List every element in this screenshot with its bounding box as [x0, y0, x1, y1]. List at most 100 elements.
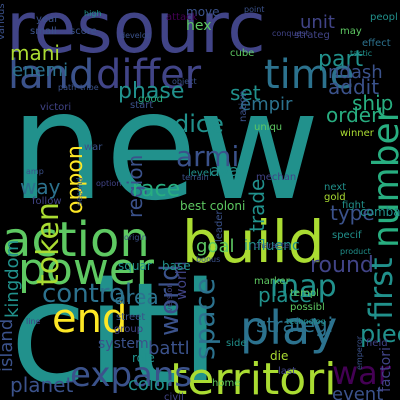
word-region: region — [123, 155, 147, 218]
word-land: land — [8, 52, 94, 98]
word-cube: cube — [230, 48, 254, 59]
word-civil: civil — [164, 392, 184, 400]
word-point: point — [244, 5, 264, 14]
word-enemi: enemi — [12, 60, 68, 81]
word-technolog: technolog — [286, 317, 326, 326]
word-tribe: tribe — [80, 83, 99, 92]
word-high: high — [84, 9, 101, 18]
word-second: second — [75, 177, 84, 206]
word-empir: empir — [240, 94, 293, 115]
word-die: die — [270, 349, 288, 363]
word-island: island — [0, 319, 17, 372]
word-build: build — [182, 208, 325, 276]
word-set: set — [230, 81, 261, 105]
word-race: race — [132, 177, 180, 202]
word-oppon: oppon — [63, 145, 88, 214]
word-goal: goal — [196, 236, 234, 257]
word-combat: combat — [360, 205, 400, 219]
word-phase: phase — [118, 79, 184, 104]
word-control: control — [42, 279, 132, 309]
word-may: may — [340, 26, 362, 37]
word-bonus: bonus — [196, 255, 220, 264]
word-gold: gold — [324, 192, 346, 203]
word-ship: ship — [352, 91, 393, 115]
word-group: group — [114, 324, 143, 335]
word-follow: follow — [32, 196, 62, 207]
word-object: object — [172, 77, 197, 86]
word-last: last — [278, 366, 296, 377]
word-mechan: mechan — [256, 172, 296, 183]
word-winner: winner — [340, 128, 375, 139]
word-order: order — [326, 103, 380, 127]
word-effect: effect — [362, 38, 391, 49]
word-area: area — [114, 285, 159, 309]
word-specif: specif — [332, 230, 362, 241]
word-play: play — [240, 301, 337, 355]
word-good: good — [138, 94, 163, 105]
word-fight: fight — [342, 200, 365, 211]
word-peopl: peopl — [370, 12, 398, 23]
word-type: type — [330, 201, 375, 225]
word-level: level — [188, 168, 212, 179]
word-product: product — [340, 247, 371, 256]
word-system: system — [98, 336, 149, 352]
word-space: space — [188, 278, 221, 360]
word-role: role — [132, 351, 155, 365]
word-time: time — [264, 52, 354, 98]
word-new: new — [10, 60, 320, 234]
word-small: small — [30, 26, 57, 37]
word-number: number — [366, 107, 400, 248]
word-version: version — [165, 283, 174, 312]
word-piec: piec — [360, 320, 400, 348]
word-attack: attack — [166, 12, 198, 23]
word-battl: battl — [148, 338, 190, 359]
word-hex: hex — [186, 18, 212, 34]
word-year: year — [36, 14, 59, 25]
word-citi: citi — [10, 253, 220, 400]
word-armi: armi — [176, 140, 239, 173]
word-origin: origin — [124, 233, 147, 242]
word-uniqu: uniqu — [254, 122, 282, 133]
word-conquest: conquest — [272, 29, 309, 38]
word-part: part — [318, 47, 363, 72]
word-ndash: ndash — [328, 62, 383, 83]
word-influenc: influenc — [244, 238, 300, 254]
word-marker: marker — [254, 276, 291, 287]
word-map: map — [270, 269, 337, 304]
word-home: home — [212, 378, 240, 389]
word-territori: territori — [170, 354, 336, 400]
word-characte: characte — [254, 241, 289, 250]
word-tactic: tactic — [350, 49, 372, 58]
word-dice: dice — [174, 110, 224, 138]
word-base: base — [162, 259, 191, 273]
word-squar: squar — [118, 259, 152, 273]
word-avail: avail — [210, 161, 248, 180]
word-planet: planet — [10, 373, 73, 397]
word-templ: templ — [290, 288, 319, 299]
word-round: round — [310, 253, 374, 278]
word-street: street — [116, 312, 145, 323]
word-addit: addit — [328, 75, 379, 99]
word-token: token — [31, 202, 66, 286]
word-color: color — [128, 374, 173, 395]
word-war: war — [84, 142, 103, 153]
word-victori: victori — [40, 102, 71, 113]
word-place: place — [258, 283, 312, 307]
word-path: path — [58, 83, 76, 92]
word-world: world — [155, 264, 185, 336]
word-move: move — [186, 5, 220, 19]
word-line: line — [26, 317, 41, 326]
word-field: field — [366, 338, 388, 349]
word-leader: leader — [214, 209, 225, 242]
word-kingdom: kingdom — [2, 240, 23, 318]
word-mani: mani — [10, 41, 60, 65]
word-first: first — [362, 257, 400, 320]
word-develop: develop — [120, 31, 152, 40]
word-unit: unit — [300, 12, 335, 33]
word-factori: factori — [378, 347, 394, 392]
word-various: various — [0, 3, 7, 40]
word-amp: amp — [26, 167, 44, 176]
